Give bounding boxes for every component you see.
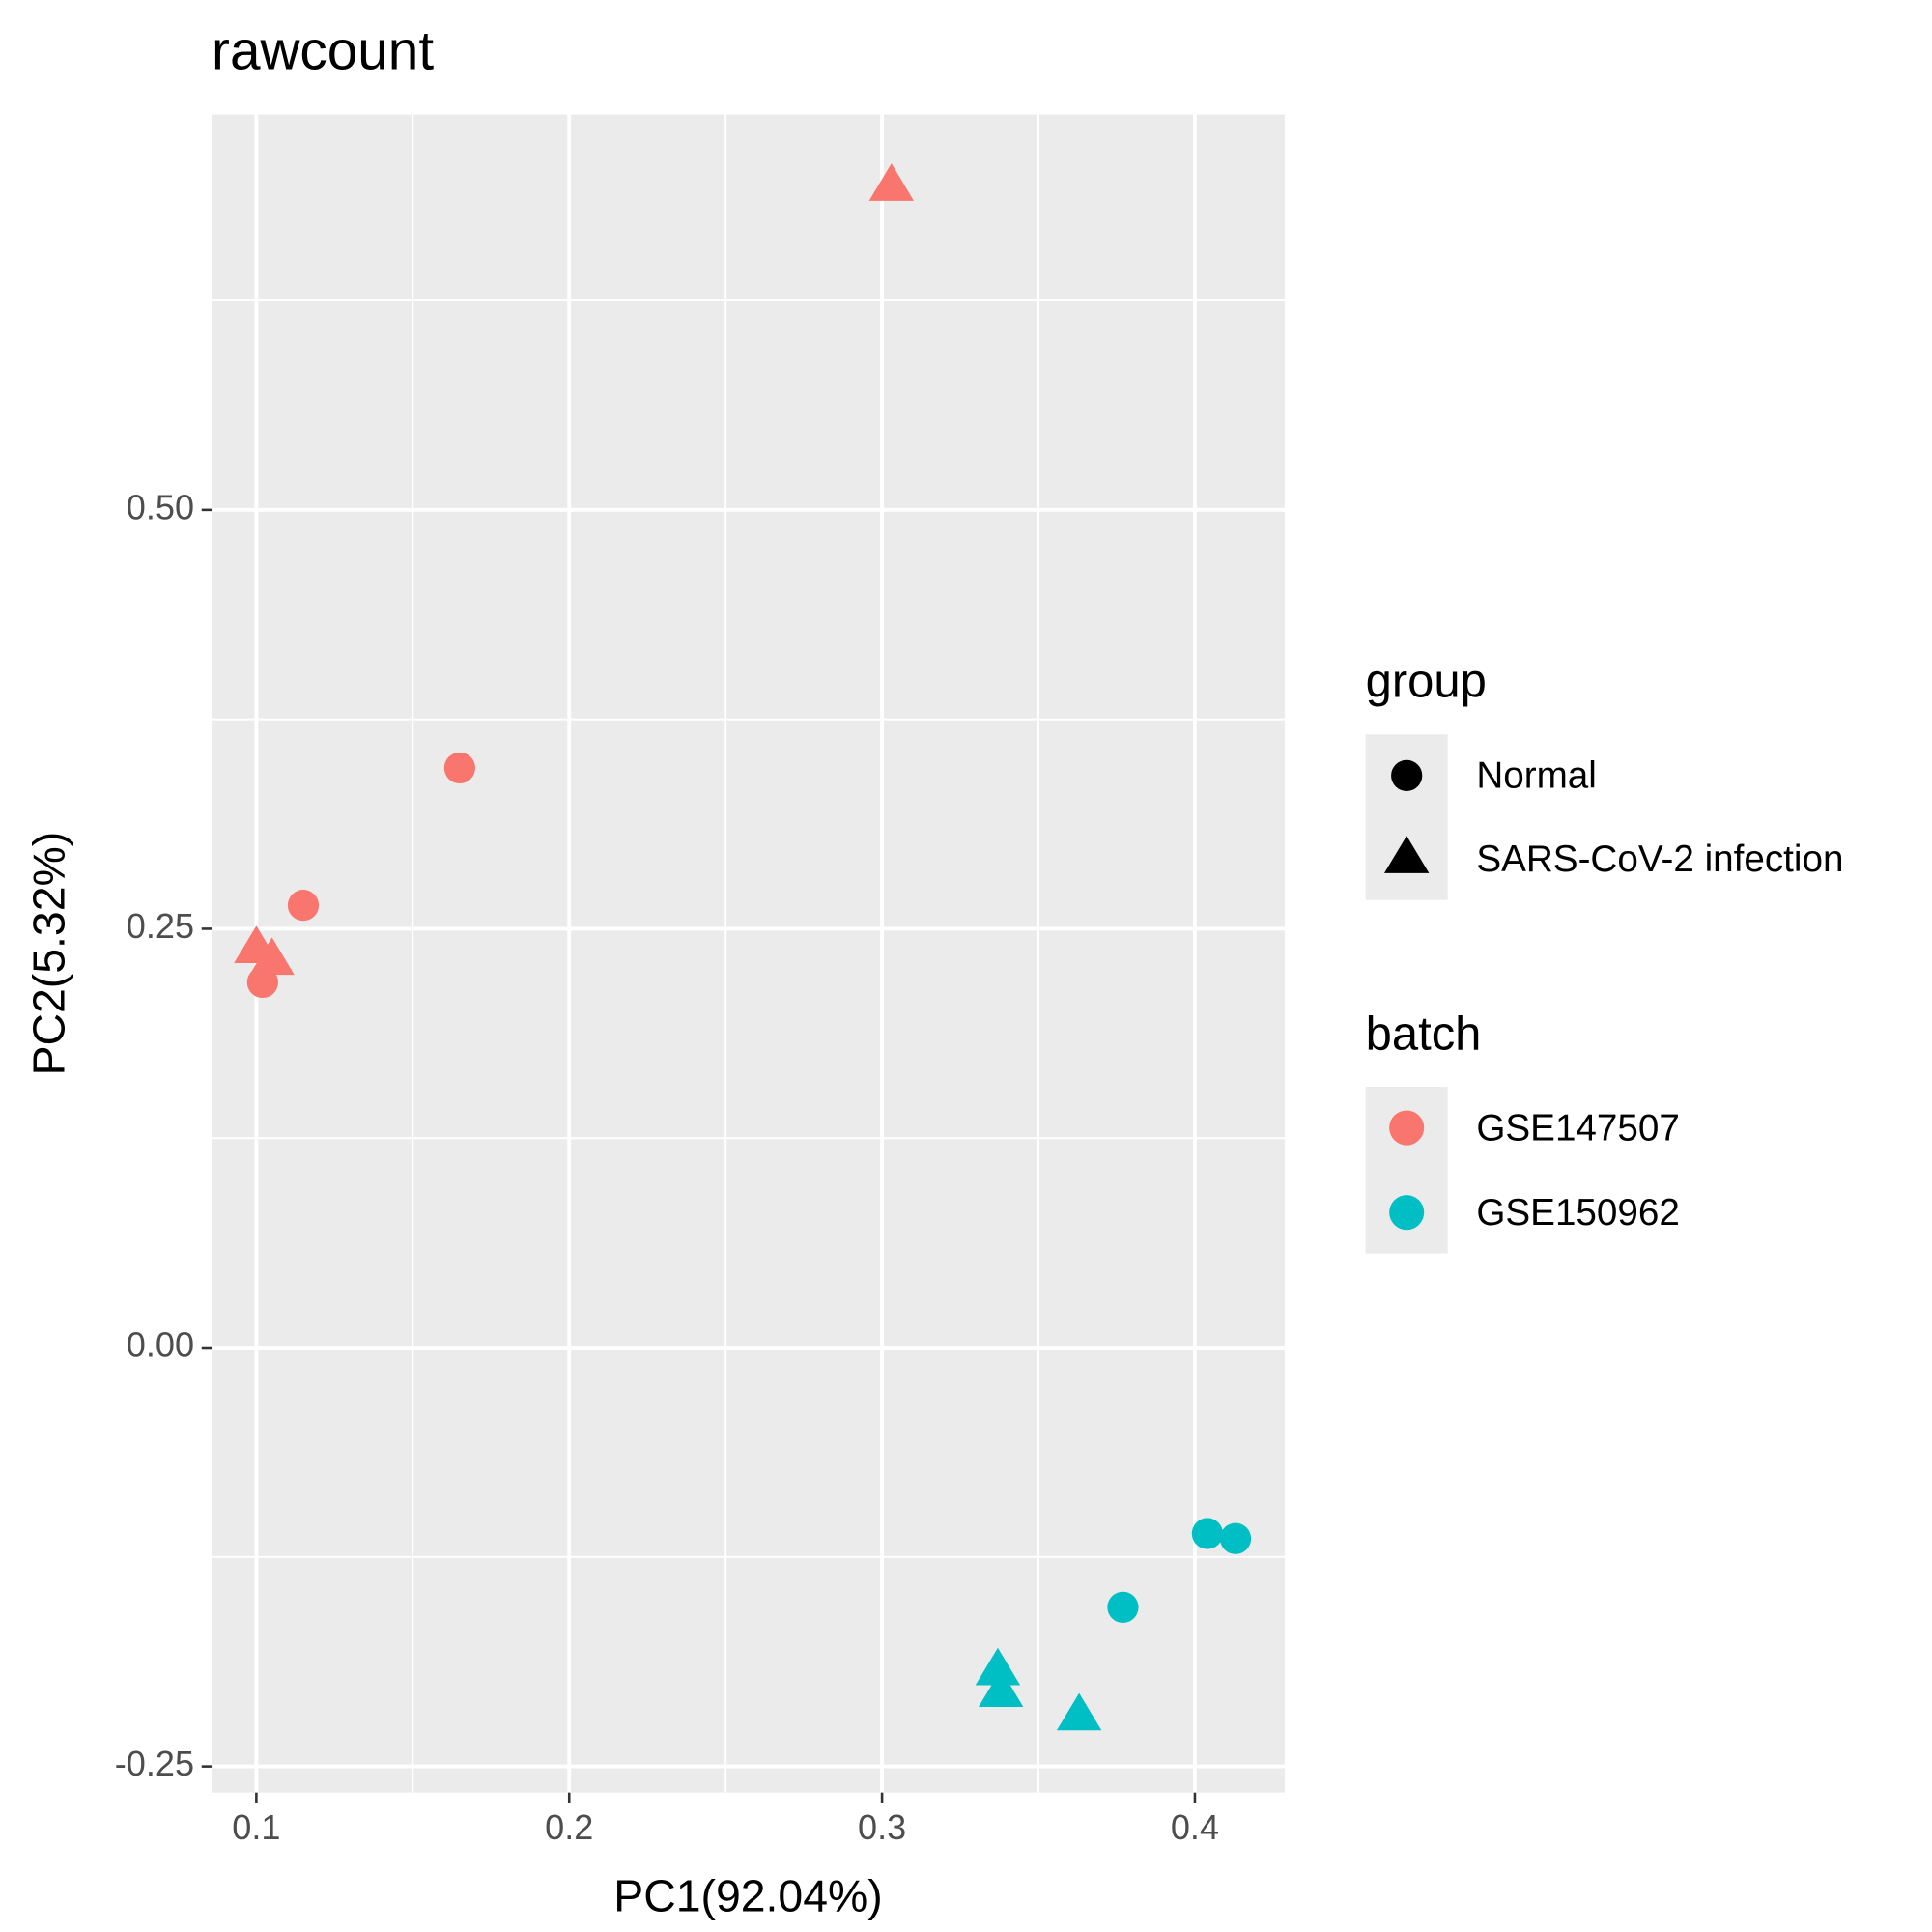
data-point — [868, 163, 915, 201]
data-point — [975, 1647, 1021, 1686]
legend-title: batch — [1366, 1008, 1482, 1060]
legend-symbol — [1389, 1195, 1425, 1231]
chart-title: rawcount — [212, 21, 434, 82]
data-point — [246, 966, 278, 999]
x-tick-label: 0.4 — [1171, 1807, 1219, 1847]
x-axis-title: PC1(92.04%) — [613, 1871, 882, 1921]
legend-symbol — [1391, 759, 1423, 791]
x-tick-label: 0.1 — [232, 1807, 280, 1847]
data-point — [1056, 1692, 1102, 1731]
x-tick-label: 0.3 — [858, 1807, 906, 1847]
y-tick-label: 0.25 — [127, 906, 194, 946]
data-point — [1219, 1522, 1252, 1554]
data-point — [443, 752, 475, 784]
legend-label: Normal — [1476, 755, 1597, 797]
legend-label: GSE147507 — [1476, 1107, 1680, 1149]
data-point — [249, 937, 295, 976]
legend-title: group — [1366, 656, 1487, 708]
y-tick-label: 0.50 — [127, 487, 194, 526]
legend-label: SARS-CoV-2 infection — [1476, 838, 1843, 880]
y-tick-label: 0.00 — [127, 1325, 194, 1365]
legend-label: GSE150962 — [1476, 1192, 1680, 1234]
data-point — [1191, 1518, 1224, 1549]
y-axis-title: PC2(5.32%) — [23, 832, 73, 1076]
data-point — [978, 1669, 1024, 1707]
data-point — [287, 890, 320, 922]
legend-key-background — [1365, 734, 1448, 900]
y-tick-label: -0.25 — [115, 1744, 194, 1783]
legend-symbol — [1383, 836, 1430, 873]
plot-panel — [212, 114, 1285, 1793]
legend-symbol — [1389, 1110, 1425, 1146]
x-tick-label: 0.2 — [545, 1807, 593, 1847]
data-point — [1107, 1591, 1139, 1623]
